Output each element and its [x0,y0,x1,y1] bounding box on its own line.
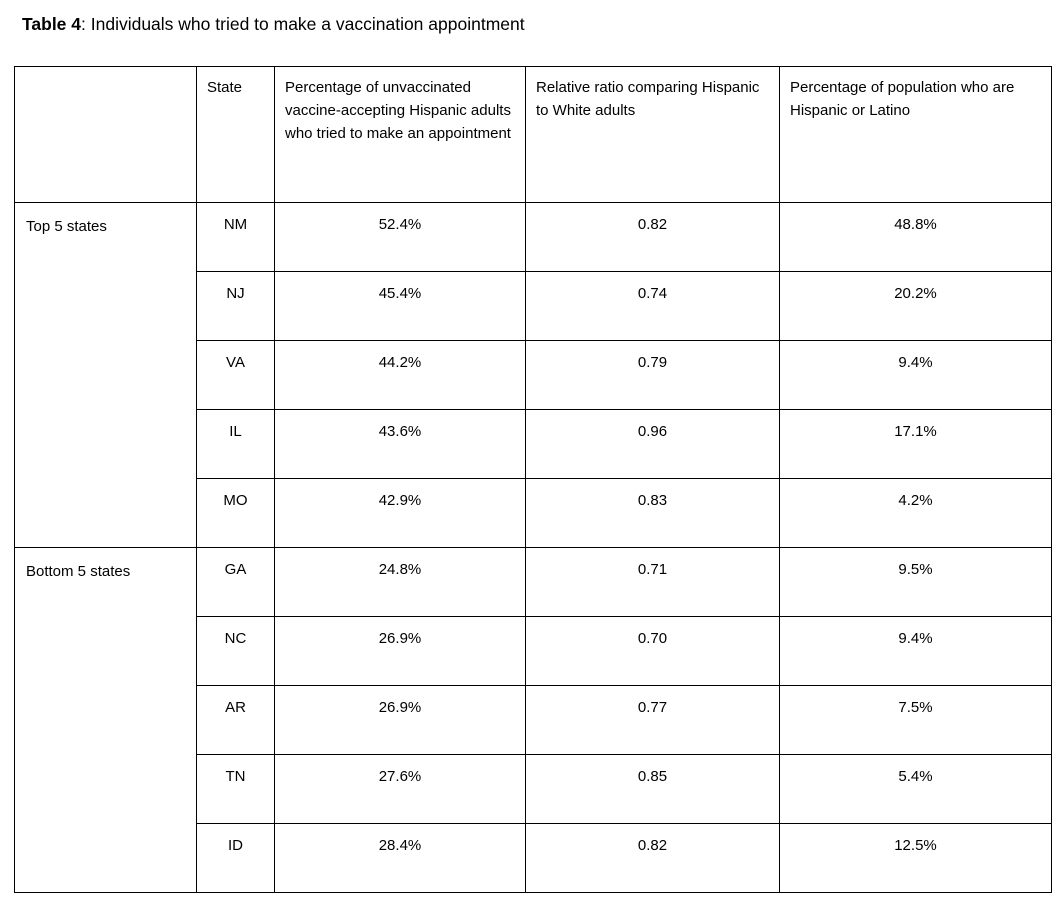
pct-tried-cell: 28.4% [274,823,526,893]
ratio-cell: 0.70 [525,616,780,686]
group-label-bottom5: Bottom 5 states [14,547,197,893]
pct-pop-cell: 9.5% [779,547,1052,617]
state-cell: NJ [196,271,275,341]
state-cell: TN [196,754,275,824]
table-row: AR 26.9% 0.77 7.5% [15,685,1052,755]
table-title-text: : Individuals who tried to make a vaccin… [81,14,525,34]
table-row: NJ 45.4% 0.74 20.2% [15,271,1052,341]
pct-pop-cell: 12.5% [779,823,1052,893]
table-header-row: State Percentage of unvaccinated vaccine… [14,66,1052,203]
state-cell: VA [196,340,275,410]
state-cell: AR [196,685,275,755]
pct-pop-cell: 20.2% [779,271,1052,341]
ratio-cell: 0.82 [525,202,780,272]
ratio-cell: 0.79 [525,340,780,410]
ratio-cell: 0.82 [525,823,780,893]
state-cell: NM [196,202,275,272]
header-group [14,66,197,203]
ratio-cell: 0.77 [525,685,780,755]
table-row: NC 26.9% 0.70 9.4% [15,616,1052,686]
table-row: MO 42.9% 0.83 4.2% [15,478,1052,548]
state-cell: IL [196,409,275,479]
table-row: Bottom 5 states GA 24.8% 0.71 9.5% [14,547,1052,893]
pct-tried-cell: 52.4% [274,202,526,272]
header-ratio: Relative ratio comparing Hispanic to Whi… [525,66,780,203]
table-row: TN 27.6% 0.85 5.4% [15,754,1052,824]
page-title: Table 4: Individuals who tried to make a… [22,12,525,36]
pct-pop-cell: 4.2% [779,478,1052,548]
table-row: ID 28.4% 0.82 12.5% [15,823,1052,893]
state-cell: GA [196,547,275,617]
header-pct-tried: Percentage of unvaccinated vaccine-accep… [274,66,526,203]
ratio-cell: 0.71 [525,547,780,617]
pct-tried-cell: 24.8% [274,547,526,617]
ratio-cell: 0.74 [525,271,780,341]
pct-pop-cell: 7.5% [779,685,1052,755]
vaccination-appointment-table: State Percentage of unvaccinated vaccine… [14,66,1052,893]
ratio-cell: 0.83 [525,478,780,548]
ratio-cell: 0.96 [525,409,780,479]
header-pct-pop: Percentage of population who are Hispani… [779,66,1052,203]
pct-tried-cell: 27.6% [274,754,526,824]
table-row: VA 44.2% 0.79 9.4% [15,340,1052,410]
table-row: Top 5 states NM 52.4% 0.82 48.8% [14,202,1052,548]
pct-pop-cell: 5.4% [779,754,1052,824]
table-number-label: Table 4 [22,14,82,34]
state-cell: NC [196,616,275,686]
header-state: State [196,66,275,203]
pct-tried-cell: 42.9% [274,478,526,548]
pct-tried-cell: 43.6% [274,409,526,479]
pct-pop-cell: 9.4% [779,616,1052,686]
ratio-cell: 0.85 [525,754,780,824]
pct-pop-cell: 9.4% [779,340,1052,410]
state-cell: ID [196,823,275,893]
pct-pop-cell: 17.1% [779,409,1052,479]
pct-tried-cell: 26.9% [274,616,526,686]
group-label-top5: Top 5 states [14,202,197,548]
pct-tried-cell: 45.4% [274,271,526,341]
pct-tried-cell: 26.9% [274,685,526,755]
state-cell: MO [196,478,275,548]
table-row: IL 43.6% 0.96 17.1% [15,409,1052,479]
pct-pop-cell: 48.8% [779,202,1052,272]
pct-tried-cell: 44.2% [274,340,526,410]
